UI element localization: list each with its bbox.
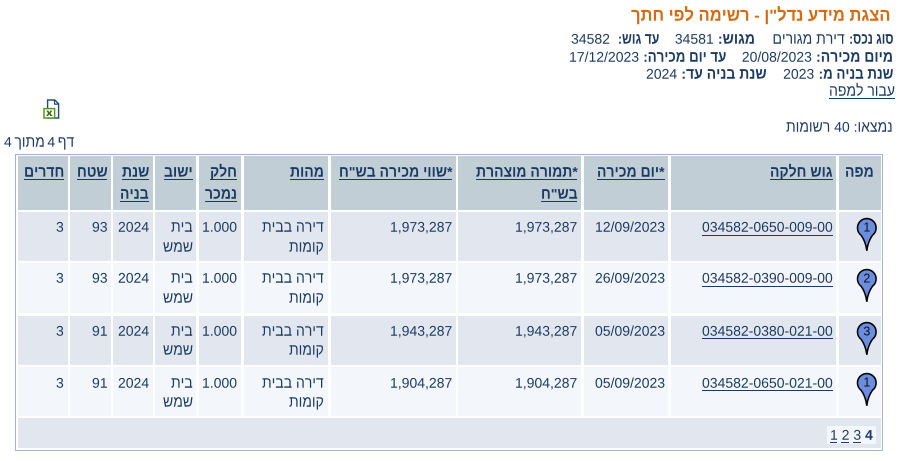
svg-text:1: 1: [863, 221, 870, 235]
svg-text:3: 3: [863, 324, 870, 338]
svg-text:2: 2: [863, 272, 870, 286]
svg-text:1: 1: [863, 376, 870, 390]
